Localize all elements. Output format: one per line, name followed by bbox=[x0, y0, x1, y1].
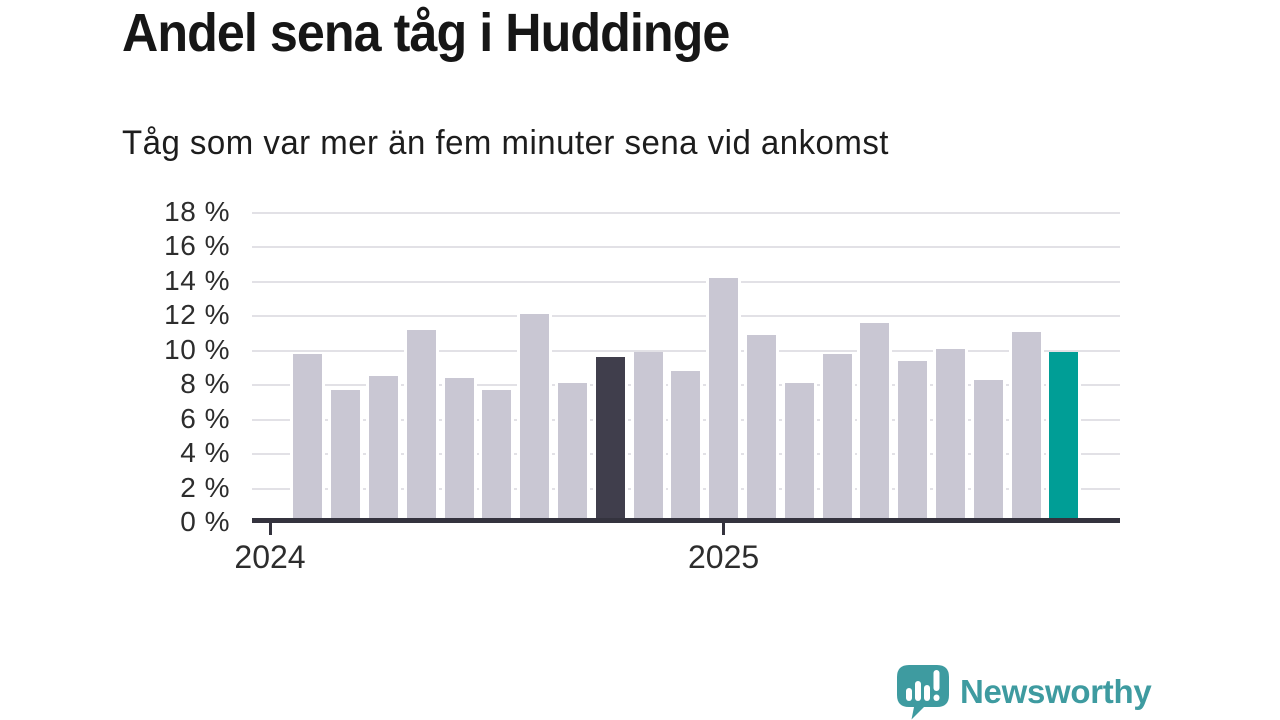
bar bbox=[819, 354, 855, 523]
x-axis-year-label: 2025 bbox=[688, 539, 760, 575]
y-axis-label: 14 % bbox=[164, 264, 230, 296]
bar bbox=[517, 314, 553, 523]
bar bbox=[328, 390, 364, 523]
bar bbox=[403, 330, 439, 523]
y-axis-label: 0 % bbox=[180, 506, 230, 537]
x-axis-line bbox=[252, 518, 1120, 523]
gridline-14-percent bbox=[252, 280, 1120, 283]
bar-chart-plot: 0 % 2 % 4 % 6 % 8 % 10 % 12 % 14 % 16 % 18 % 2024 2… bbox=[164, 195, 1120, 575]
gridline-12-percent bbox=[252, 315, 1120, 317]
newsworthy-logo-text: Newsworthy bbox=[960, 672, 1152, 710]
bar bbox=[857, 323, 893, 523]
x-axis-tick bbox=[268, 523, 272, 535]
bar bbox=[706, 278, 742, 523]
y-axis-label: 16 % bbox=[164, 230, 230, 261]
bar bbox=[932, 349, 968, 523]
bar bbox=[479, 390, 515, 523]
gridline-16-percent bbox=[252, 246, 1120, 248]
bar bbox=[668, 371, 704, 523]
chart-title: Andel sena tåg i Huddinge bbox=[122, 3, 730, 63]
y-axis-label: 4 % bbox=[180, 437, 230, 468]
bar bbox=[781, 383, 817, 523]
bar bbox=[630, 352, 666, 523]
bar bbox=[970, 380, 1006, 523]
y-axis-label: 2 % bbox=[180, 471, 230, 503]
bar-highlight-previous-year bbox=[592, 357, 628, 523]
bar bbox=[441, 378, 477, 523]
bar bbox=[743, 335, 779, 523]
gridline-10-percent bbox=[252, 349, 1120, 352]
y-axis-label: 8 % bbox=[180, 368, 230, 399]
newsworthy-logo: Newsworthy bbox=[895, 663, 1152, 720]
x-axis-tick bbox=[722, 523, 726, 535]
y-axis-label: 6 % bbox=[180, 402, 230, 434]
y-axis-label: 10 % bbox=[164, 333, 230, 365]
chart-subtitle: Tåg som var mer än fem minuter sena vid … bbox=[122, 124, 889, 162]
bar bbox=[895, 361, 931, 523]
bar bbox=[290, 354, 326, 523]
x-axis-year-label: 2024 bbox=[234, 539, 306, 575]
y-axis-label: 12 % bbox=[164, 299, 230, 330]
bar bbox=[554, 383, 590, 523]
newsworthy-speech-bubble-bar-chart-icon bbox=[897, 665, 949, 720]
bar bbox=[365, 376, 401, 523]
gridline-18-percent bbox=[252, 211, 1120, 214]
y-axis-label: 18 % bbox=[164, 195, 230, 227]
bar-highlight-latest bbox=[1046, 352, 1082, 523]
bar bbox=[1008, 332, 1044, 523]
